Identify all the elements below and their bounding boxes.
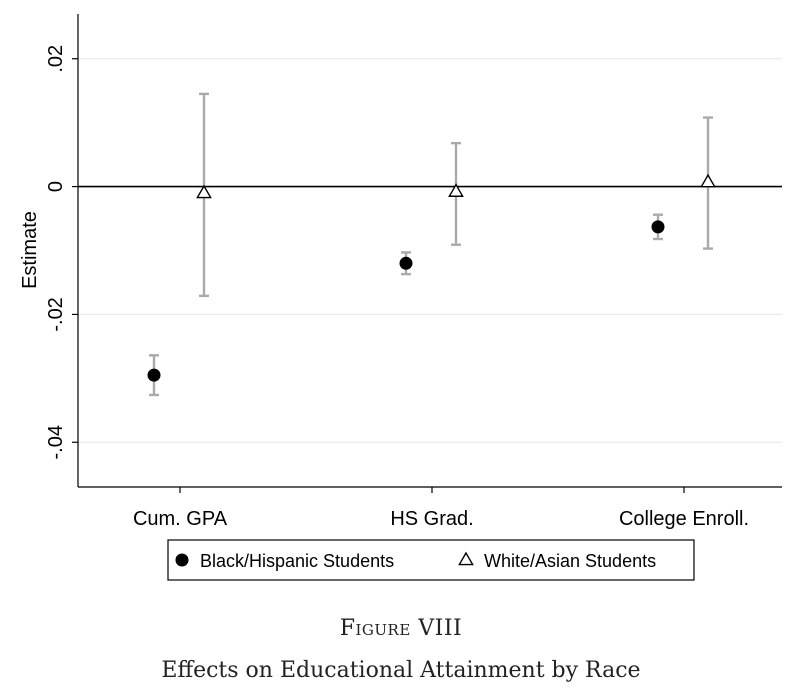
y-tick-label: 0 [45,181,67,192]
legend-box [167,539,695,581]
legend-label: Black/Hispanic Students [200,551,394,571]
data-point-circle [147,368,161,382]
y-axis-title: Estimate [19,211,41,289]
x-tick-label: Cum. GPA [133,508,228,530]
data-point-triangle [448,183,464,197]
data-point-circle [399,256,413,270]
data-point-triangle [700,173,716,188]
x-tick-label: College Enroll. [619,508,749,530]
figure-title: Effects on Educational Attainment by Rac… [161,658,641,683]
x-tick-label: HS Grad. [390,508,473,530]
legend-marker-circle [175,553,189,567]
y-tick-label: .02 [45,45,67,73]
y-tick-label: -.04 [45,425,67,459]
chart-svg: .02 0 -.02 -.04 Estimate Cum. GPA HS Grad. Coll… [19,14,782,581]
legend-label: White/Asian Students [484,551,656,571]
figure-label: Figure VIII [339,616,463,641]
legend-marker-triangle [458,551,474,566]
data-point-circle [651,220,665,234]
y-tick-label: -.02 [45,297,67,331]
data-point-triangle [196,184,212,199]
